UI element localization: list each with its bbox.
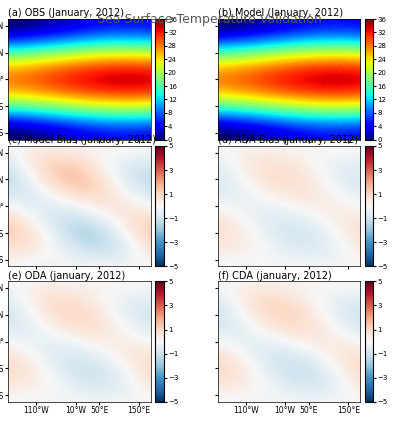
Text: Sea Surface Temperature Validation: Sea Surface Temperature Validation: [97, 13, 322, 26]
Text: (f) CDA (january, 2012): (f) CDA (january, 2012): [218, 271, 331, 280]
Text: (a) OBS (January, 2012): (a) OBS (January, 2012): [8, 8, 124, 18]
Text: (e) ODA (january, 2012): (e) ODA (january, 2012): [8, 271, 126, 280]
Text: (b) Model (January, 2012): (b) Model (January, 2012): [218, 8, 343, 18]
Text: (c) Model Bias (January, 2012): (c) Model Bias (January, 2012): [8, 135, 156, 145]
Text: (d) ADA Bias (january, 2012): (d) ADA Bias (january, 2012): [218, 135, 358, 145]
